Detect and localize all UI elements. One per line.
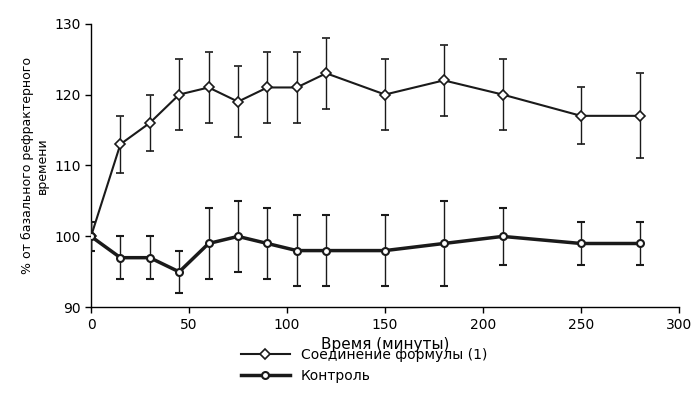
Legend: Соединение формулы (1), Контроль: Соединение формулы (1), Контроль [241,348,487,383]
Y-axis label: % от базального рефрактерного
времени: % от базального рефрактерного времени [20,57,48,274]
X-axis label: Время (минуты): Время (минуты) [321,337,449,352]
